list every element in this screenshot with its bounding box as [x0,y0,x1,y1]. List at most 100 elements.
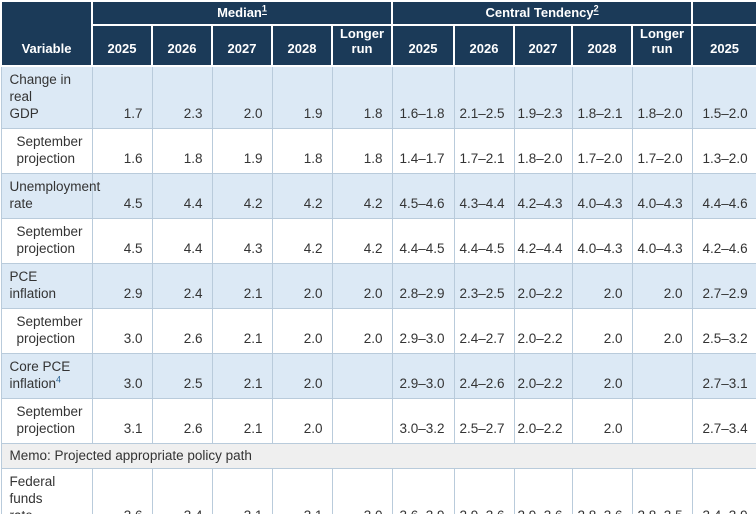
col-header-year: 2025 [691,24,756,67]
value-cell: 2.0 [631,308,693,354]
row-label: Core PCE inflation4 [0,353,93,399]
col-header-year: 2028 [571,24,634,67]
value-cell [631,398,693,444]
value-cell: 2.4 [151,263,213,309]
value-cell: 4.5–4.6 [391,173,455,219]
col-header-year: 2026 [151,24,213,67]
col-header-variable: Variable [0,0,93,67]
value-cell [331,353,393,399]
table-row: September projection 3.1 2.6 2.1 2.0 3.0–3.2 2.… [0,398,756,444]
value-cell: 2.6 [151,398,213,444]
value-cell: 3.1 [91,398,153,444]
value-cell: 2.9–3.6 [513,468,573,514]
memo-row-label: Memo: Projected appropriate policy path [0,443,756,469]
row-label: September projection [0,218,93,264]
table-row: Unemployment rate 4.5 4.4 4.2 4.2 4.2 4.5–4.6 4.… [0,173,756,219]
row-label-line: Core PCE [9,359,71,374]
row-label: September projection [0,398,93,444]
row-label-line: projection [16,241,76,256]
value-cell: 4.2 [211,173,273,219]
value-cell: 1.9 [271,65,333,129]
row-label: Federal funds rate [0,468,93,514]
value-cell: 4.5 [91,218,153,264]
value-cell: 2.0 [271,308,333,354]
table-row: September projection 1.6 1.8 1.9 1.8 1.8 1.4–1.… [0,128,756,174]
row-label-line: Change in real [9,72,72,104]
value-cell: 3.1 [271,468,333,514]
value-cell: 2.0 [331,308,393,354]
row-label-line: rate [10,508,33,514]
value-cell: 4.2–4.3 [513,173,573,219]
value-cell: 1.7–2.1 [453,128,515,174]
value-cell: 3.0 [91,308,153,354]
row-label-line: Federal funds [9,474,56,506]
group-header-range [691,0,756,26]
footnote-link[interactable]: 1 [261,3,267,14]
value-cell: 1.8 [271,128,333,174]
value-cell: 1.7–2.0 [631,128,693,174]
value-cell [631,353,693,399]
value-cell: 4.2 [331,173,393,219]
row-label-line: GDP [9,106,39,121]
col-header-year: 2027 [211,24,273,67]
row-label: Unemployment rate [0,173,100,219]
table-body: Change in real GDP 1.7 2.3 2.0 1.9 1.8 1.6–1.8 2… [0,65,756,514]
footnote-link[interactable]: 4 [56,374,62,385]
value-cell: 1.6 [91,128,153,174]
row-label: September projection [0,128,93,174]
row-label-line: September [16,224,83,239]
row-label-line: rate [9,196,33,211]
col-header-year: 2025 [91,24,153,67]
value-cell: 2.0–2.2 [513,263,573,309]
value-cell: 2.8–3.6 [571,468,633,514]
value-cell: 2.3–2.5 [453,263,515,309]
value-cell: 2.9–3.0 [391,308,455,354]
value-cell: 1.7–2.0 [571,128,633,174]
value-cell: 1.9–2.3 [513,65,573,129]
row-label-line: PCE inflation [9,269,57,301]
value-cell: 1.8–2.1 [571,65,633,129]
value-cell: 4.0–4.3 [631,218,693,264]
value-cell: 2.1 [211,398,273,444]
row-label-line: projection [16,151,76,166]
group-header-median: Median1 [90,0,394,26]
value-cell: 4.4 [151,218,213,264]
value-cell: 2.4–2.6 [453,353,515,399]
table-row: September projection 4.5 4.4 4.3 4.2 4.2 4.4–4.… [0,218,756,264]
value-cell [331,398,393,444]
value-cell: 2.0 [271,263,333,309]
value-cell: 2.0 [571,263,633,309]
table-row: September projection 3.0 2.6 2.1 2.0 2.0 2.9–3.… [0,308,756,354]
value-cell: 2.0 [571,308,633,354]
value-cell: 1.8 [151,128,213,174]
value-cell: 3.1 [211,468,273,514]
value-cell: 2.5–2.7 [453,398,515,444]
value-cell: 1.8–2.0 [513,128,573,174]
table-row: Change in real GDP 1.7 2.3 2.0 1.9 1.8 1.6–1.8 2… [0,65,756,129]
value-cell: 1.8 [331,65,393,129]
header-year-row: 2025 2026 2027 2028 Longer run 2025 2026 2027 20… [1,24,756,67]
row-label-line: projection [16,421,76,436]
value-cell: 2.1 [211,308,273,354]
value-cell: 2.5 [151,353,213,399]
value-cell: 2.0 [331,263,393,309]
footnote-link[interactable]: 2 [593,3,599,14]
value-cell: 2.6 [151,308,213,354]
value-cell: 2.0–2.2 [513,398,573,444]
value-cell: 4.2 [331,218,393,264]
value-cell: 4.0–4.3 [571,173,633,219]
value-cell: 1.3–2.0 [691,128,756,174]
col-header-year: 2026 [453,24,516,67]
col-header-year: 2027 [513,24,574,67]
value-cell: 3.0 [331,468,393,514]
value-cell: 2.9 [91,263,153,309]
value-cell: 3.6 [91,468,153,514]
value-cell: 1.9 [211,128,273,174]
value-cell: 2.1–2.5 [453,65,515,129]
value-cell: 2.1 [211,353,273,399]
table-row: Core PCE inflation4 3.0 2.5 2.1 2.0 2.9–3.0 2.4… [0,353,756,399]
value-cell: 2.0 [571,398,633,444]
value-cell: 4.3 [211,218,273,264]
value-cell: 4.2–4.4 [513,218,573,264]
value-cell: 3.0 [91,353,153,399]
